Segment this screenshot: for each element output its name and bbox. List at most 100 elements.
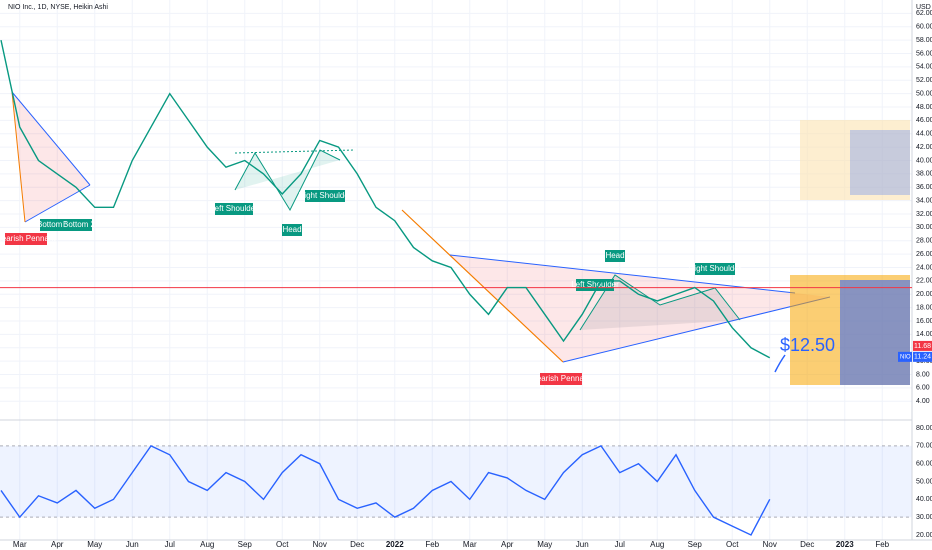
y-tick-label: 80.00 <box>916 425 932 432</box>
y-tick-label: 60.00 <box>916 24 932 31</box>
x-tick-label: Dec <box>800 540 814 549</box>
hs-fill <box>235 150 340 210</box>
neckline <box>234 149 356 154</box>
pennant-fill <box>450 255 830 362</box>
pattern-line <box>401 209 564 363</box>
x-tick-label: Oct <box>276 540 289 549</box>
chart-title: NIO Inc., 1D, NYSE, Heikin Ashi <box>8 4 108 11</box>
label-box <box>305 190 345 202</box>
x-tick-label: 2022 <box>386 540 404 549</box>
label-box <box>605 250 625 262</box>
x-tick-label: Nov <box>313 540 327 549</box>
y-tick-label: 56.00 <box>916 50 932 57</box>
label-box <box>695 263 735 275</box>
y-tick-label: 50.00 <box>916 90 932 97</box>
x-tick-label: Feb <box>875 540 889 549</box>
pattern-line <box>449 254 796 294</box>
volume-profile <box>800 120 910 200</box>
pattern-line <box>11 91 26 223</box>
y-tick-label: 8.00 <box>916 371 930 378</box>
arrow <box>774 354 786 373</box>
y-tick-label: 6.00 <box>916 385 930 392</box>
y-tick-label: 26.00 <box>916 251 932 258</box>
label-box <box>66 219 92 231</box>
x-tick-label: May <box>537 540 552 549</box>
pattern-line <box>11 91 91 186</box>
y-tick-label: 22.00 <box>916 278 932 285</box>
y-tick-label: 18.00 <box>916 304 932 311</box>
hs-fill <box>580 275 740 330</box>
price-tag <box>913 340 932 351</box>
annotation: Bottom 2 <box>63 220 96 229</box>
y-tick-label: 40.00 <box>916 496 932 503</box>
y-tick-label: 36.00 <box>916 184 932 191</box>
x-tick-label: Oct <box>726 540 739 549</box>
y-tick-label: 30.00 <box>916 514 932 521</box>
price-tag <box>913 351 932 362</box>
x-tick-label: Feb <box>425 540 439 549</box>
pattern-line <box>562 296 831 363</box>
y-tick-label: 58.00 <box>916 37 932 44</box>
y-tick-label: 60.00 <box>916 461 932 468</box>
x-tick-label: Jun <box>576 540 589 549</box>
x-tick-label: Jul <box>165 540 175 549</box>
label-box <box>40 219 66 231</box>
x-tick-label: Mar <box>463 540 477 549</box>
annotation: Bearish Pennant <box>0 234 56 243</box>
label-box <box>215 203 253 215</box>
volume-profile <box>850 130 910 195</box>
y-tick-label: 14.00 <box>916 331 932 338</box>
annotation: Left Shoulder <box>571 280 619 289</box>
labels: Bearish Pennant Bottom 1 Bottom 2 Left S… <box>0 190 835 385</box>
y-tick-label: 40.00 <box>916 157 932 164</box>
y-tick-label: 32.00 <box>916 211 932 218</box>
series-line <box>0 444 771 536</box>
series-tag <box>898 351 912 362</box>
y-tick-label: 20.00 <box>916 532 932 539</box>
annotation: Bottom 1 <box>37 220 70 229</box>
x-tick-label: Sep <box>238 540 253 549</box>
axis-unit: USD <box>916 4 931 11</box>
y-tick-label: 70.00 <box>916 443 932 450</box>
x-tick-label: Apr <box>501 540 514 549</box>
y-tick-label: 46.00 <box>916 117 932 124</box>
x-tick-label: Apr <box>51 540 64 549</box>
y-tick-label: 30.00 <box>916 224 932 231</box>
y-tick-label: 4.00 <box>916 398 930 405</box>
x-tick-label: Mar <box>13 540 27 549</box>
label-box <box>540 373 582 385</box>
y-tick-label: 62.00 <box>916 10 932 17</box>
y-tick-label: 54.00 <box>916 64 932 71</box>
y-tick-label: 42.00 <box>916 144 932 151</box>
y-tick-label: 52.00 <box>916 77 932 84</box>
hs-line <box>234 149 341 212</box>
price-tag-label: 11.24 <box>914 354 931 361</box>
x-tick-label: Jul <box>615 540 625 549</box>
series-name: NIO <box>900 354 911 360</box>
y-tick-label: 28.00 <box>916 238 932 245</box>
x-tick-label: 2023 <box>836 540 854 549</box>
y-tick-label: 24.00 <box>916 264 932 271</box>
y-tick-label: 48.00 <box>916 104 932 111</box>
y-tick-label: 34.00 <box>916 197 932 204</box>
y-tick-label: 38.00 <box>916 171 932 178</box>
x-tick-label: Nov <box>763 540 777 549</box>
target-label: $12.50 <box>780 335 835 355</box>
y-tick-label: 16.00 <box>916 318 932 325</box>
x-tick-label: Dec <box>350 540 364 549</box>
y-tick-label: 50.00 <box>916 478 932 485</box>
label-box <box>5 233 47 245</box>
x-tick-label: Jun <box>126 540 139 549</box>
price-tag-label: 11.68 <box>914 343 931 350</box>
annotation: Right Shoulder <box>689 264 742 273</box>
series-line <box>0 39 771 359</box>
pennant-fill <box>12 92 90 222</box>
rsi-band <box>0 445 912 518</box>
x-tick-label: May <box>87 540 102 549</box>
annotation: Right Shoulder <box>299 191 352 200</box>
label-box <box>282 224 302 236</box>
hs-line <box>579 274 741 331</box>
